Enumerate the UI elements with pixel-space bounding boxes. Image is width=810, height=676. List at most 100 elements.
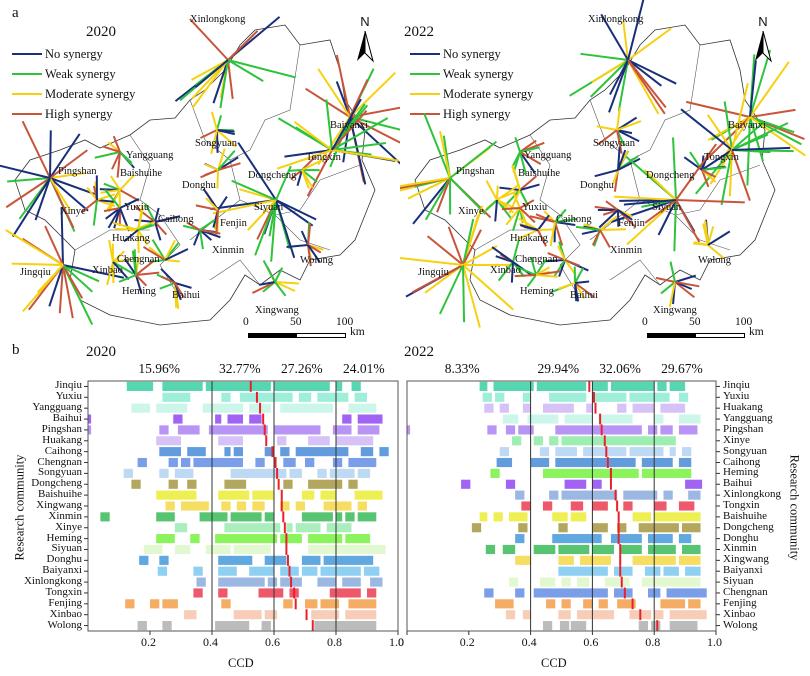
ccd-segment xyxy=(261,621,271,631)
synergy-flow-line xyxy=(112,261,130,281)
synergy-flow-line xyxy=(674,281,700,288)
synergy-flow-line xyxy=(505,207,521,226)
synergy-flow-line xyxy=(191,59,229,109)
ccd-segment xyxy=(610,381,655,391)
synergy-flow-line xyxy=(49,130,52,179)
row-label: Siyuan xyxy=(723,575,754,588)
ccd-segment xyxy=(610,534,642,544)
synergy-flow-line xyxy=(552,259,566,278)
ccd-segment xyxy=(561,490,618,500)
ccd-segment xyxy=(598,414,633,424)
ccd-segment xyxy=(558,566,608,576)
map-2020 xyxy=(0,16,400,326)
ccd-segment xyxy=(317,577,336,587)
ccd-segment xyxy=(487,425,497,435)
ccd-segment xyxy=(682,447,692,457)
ccd-segment xyxy=(666,588,707,598)
ccd-segment xyxy=(131,479,141,489)
ccd-segment xyxy=(348,479,358,489)
ccd-segment xyxy=(218,555,253,565)
ccd-segment xyxy=(505,479,516,489)
synergy-flow-line xyxy=(514,274,537,278)
synergy-flow-line xyxy=(199,218,216,231)
row-label: Siyuan xyxy=(51,542,82,555)
ccd-segment xyxy=(348,403,377,413)
synergy-flow-line xyxy=(701,166,727,171)
synergy-flow-line xyxy=(514,137,521,153)
synergy-flow-line xyxy=(134,205,156,223)
ccd-segment xyxy=(360,447,374,457)
ccd-segment xyxy=(354,490,383,500)
synergy-flow-line xyxy=(210,111,218,131)
ccd-segment xyxy=(289,588,299,598)
ccd-segment xyxy=(199,512,228,522)
synergy-flow-line xyxy=(92,199,98,226)
ccd-segment xyxy=(555,425,642,435)
ccd-segment xyxy=(295,523,321,533)
ccd-segment xyxy=(336,436,374,446)
ccd-segment xyxy=(592,523,608,533)
ccd-segment xyxy=(165,501,175,511)
synergy-flow-line xyxy=(728,149,733,197)
synergy-flow-line xyxy=(519,175,538,191)
synergy-flow-line xyxy=(723,116,751,158)
ccd-segment xyxy=(614,566,633,576)
ccd-segment xyxy=(156,534,175,544)
ccd-segment xyxy=(570,501,584,511)
synergy-flow-line xyxy=(105,207,121,220)
ccd-segment xyxy=(320,566,361,576)
ccd-segment xyxy=(193,566,203,576)
ccd-segment xyxy=(264,512,274,522)
ccd-segment xyxy=(233,447,243,457)
synergy-flow-line xyxy=(49,133,81,179)
synergy-flow-line xyxy=(154,207,160,223)
ccd-segment xyxy=(648,588,661,598)
synergy-flow-line xyxy=(494,199,498,222)
district-boundary xyxy=(299,164,361,211)
synergy-flow-line xyxy=(258,281,276,286)
ccd-segment xyxy=(499,403,509,413)
ccd-segment xyxy=(515,588,525,598)
ccd-segment xyxy=(202,403,243,413)
band-percentage: 8.33% xyxy=(444,361,480,376)
synergy-flow-line xyxy=(535,258,547,276)
synergy-flow-line xyxy=(423,112,451,179)
synergy-flow-line xyxy=(557,245,566,261)
synergy-flow-line xyxy=(137,223,153,231)
synergy-flow-line xyxy=(96,193,116,201)
row-label: Heming xyxy=(46,531,82,544)
ccd-segment xyxy=(227,414,243,424)
synergy-flow-line xyxy=(48,264,64,307)
ccd-segment xyxy=(522,403,531,413)
map-2022-legend: No synergy Weak synergy Moderate synergy… xyxy=(410,44,533,124)
synergy-flow-line xyxy=(511,164,521,191)
ccd-segment xyxy=(496,457,513,468)
ccd-segment xyxy=(298,392,312,402)
ccd-segment xyxy=(193,457,243,468)
synergy-flow-line xyxy=(707,244,725,260)
row-label: Wolong xyxy=(47,618,82,631)
synergy-flow-line xyxy=(731,149,751,201)
ccd-segment xyxy=(552,534,602,544)
ccd-segment xyxy=(208,425,268,435)
synergy-flow-line xyxy=(731,122,789,151)
synergy-flow-line xyxy=(216,129,237,148)
ccd-segment xyxy=(308,534,343,544)
ccd-segment xyxy=(542,621,553,631)
synergy-flow-line xyxy=(462,264,481,328)
ccd-segment xyxy=(682,544,701,555)
synergy-flow-line xyxy=(349,116,400,165)
ccd-segment xyxy=(632,512,652,522)
synergy-flow-line xyxy=(301,158,324,171)
ccd-segment xyxy=(236,501,247,511)
synergy-flow-line xyxy=(254,199,277,256)
ccd-segment xyxy=(332,425,352,435)
ccd-segment xyxy=(301,512,333,522)
synergy-flow-line xyxy=(342,116,351,163)
synergy-flow-line xyxy=(300,230,309,246)
synergy-flow-line xyxy=(462,264,514,311)
synergy-flow-line xyxy=(200,169,219,179)
synergy-flow-line xyxy=(111,151,121,170)
community-label: Caihong xyxy=(158,214,194,225)
synergy-flow-line xyxy=(44,225,64,266)
